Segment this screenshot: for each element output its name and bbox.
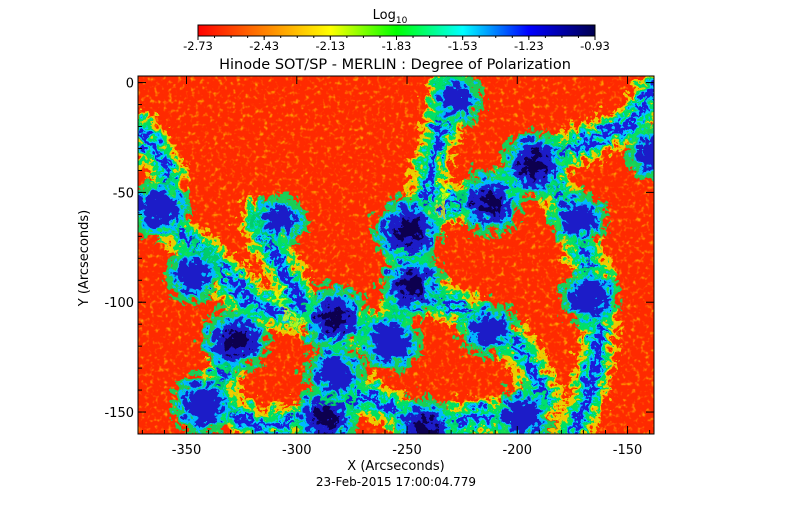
network-patch-peak <box>407 412 429 434</box>
x-axis: -350 -300 -250 -200 -150 <box>141 76 651 458</box>
network-patch-peak <box>516 148 540 171</box>
x-tick-label: -300 <box>282 443 312 458</box>
colorbar-ticks: -2.73 -2.43 -2.13 -1.83 -1.53 -1.23 -0.93 <box>183 36 610 53</box>
magnetic-network <box>138 76 654 434</box>
x-tick-label: -350 <box>172 443 202 458</box>
y-tick-label: -100 <box>104 296 134 311</box>
colorbar-tick-label: -2.43 <box>249 39 279 53</box>
network-patch-core <box>138 184 173 223</box>
network-patch-peak <box>396 269 418 291</box>
network-patch-core <box>565 273 602 310</box>
network-patch-core <box>178 382 217 421</box>
chart-title: Hinode SOT/SP - MERLIN : Degree of Polar… <box>219 57 571 73</box>
y-tick-label: -150 <box>104 406 134 421</box>
network-patch-peak <box>308 401 330 423</box>
colorbar-tick-label: -2.73 <box>183 39 213 53</box>
colorbar-tick-label: -1.23 <box>514 39 544 53</box>
timestamp-footer: 23-Feb-2015 17:00:04.779 <box>316 475 476 489</box>
colorbar-title-subscript: 10 <box>396 16 408 26</box>
network-patch-core <box>632 131 654 166</box>
network-patch-core <box>555 197 590 231</box>
x-tick-label: -200 <box>503 443 533 458</box>
network-patch-core <box>169 252 204 286</box>
colorbar-tick-label: -1.83 <box>382 39 412 53</box>
network-patch-core <box>436 78 467 109</box>
colorbar-title: Log10 <box>373 8 408 26</box>
network-patch-core <box>260 200 289 229</box>
network-patch-peak <box>473 186 495 208</box>
plot-frame <box>137 75 655 435</box>
colorbar-tick-label: -2.13 <box>315 39 345 53</box>
network-patch-core <box>365 316 404 355</box>
y-axis-label: Y (Arcseconds) <box>77 210 92 307</box>
heatmap-plot <box>138 76 654 434</box>
x-tick-label: -250 <box>392 443 422 458</box>
network-patch-core <box>499 394 535 430</box>
y-tick-label: -50 <box>113 186 134 201</box>
colorbar <box>197 24 596 37</box>
colorbar-tick-label: -0.93 <box>580 39 610 53</box>
y-axis: 0 -50 -100 -150 <box>104 77 654 435</box>
x-axis-label: X (Arcseconds) <box>347 459 444 474</box>
network-patch-core <box>467 307 501 341</box>
network-patch-peak <box>219 324 242 347</box>
y-tick-label: 0 <box>126 77 134 92</box>
colorbar-title-base: Log <box>373 8 396 23</box>
colorbar-tick-label: -1.53 <box>448 39 478 53</box>
network-patch-peak <box>318 302 341 325</box>
network-patch-core <box>311 349 349 387</box>
x-tick-label: -150 <box>613 443 643 458</box>
network-patch-peak <box>391 214 414 237</box>
